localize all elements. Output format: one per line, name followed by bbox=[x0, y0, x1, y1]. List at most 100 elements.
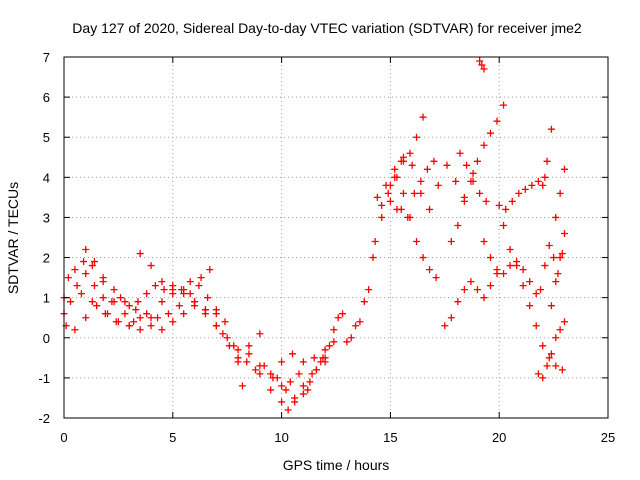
data-point bbox=[552, 278, 560, 286]
data-point bbox=[393, 173, 401, 181]
data-point bbox=[386, 197, 394, 205]
data-point bbox=[417, 189, 425, 197]
data-point bbox=[169, 286, 177, 294]
data-point bbox=[534, 370, 542, 378]
data-point bbox=[434, 181, 442, 189]
data-point bbox=[552, 334, 560, 342]
data-point bbox=[508, 197, 516, 205]
data-point bbox=[521, 185, 529, 193]
data-point bbox=[93, 302, 101, 310]
series-sat-x bbox=[537, 242, 566, 294]
data-point bbox=[278, 398, 286, 406]
data-point bbox=[482, 197, 490, 205]
data-point bbox=[71, 266, 79, 274]
data-point bbox=[245, 342, 253, 350]
tick-labels: 0 5 10 15 20 25 -2 -1 0 1 2 3 4 5 6 7 bbox=[38, 50, 615, 445]
data-point bbox=[312, 366, 320, 374]
data-point bbox=[186, 290, 194, 298]
series-sat-d bbox=[77, 282, 209, 334]
series-sat-r bbox=[456, 149, 490, 205]
data-point bbox=[534, 177, 542, 185]
data-point bbox=[219, 330, 227, 338]
data-point bbox=[543, 362, 551, 370]
data-point bbox=[456, 149, 464, 157]
data-point bbox=[67, 298, 75, 306]
data-point bbox=[360, 298, 368, 306]
data-point bbox=[82, 270, 90, 278]
data-point bbox=[117, 294, 125, 302]
data-point bbox=[212, 322, 220, 330]
data-point bbox=[371, 238, 379, 246]
data-point bbox=[526, 302, 534, 310]
y-tick-label: 4 bbox=[43, 170, 50, 185]
data-point bbox=[500, 270, 508, 278]
data-point bbox=[284, 406, 292, 414]
data-point bbox=[245, 350, 253, 358]
data-point bbox=[432, 274, 440, 282]
data-point bbox=[519, 266, 527, 274]
data-point bbox=[288, 350, 296, 358]
data-point bbox=[64, 274, 72, 282]
data-point bbox=[463, 161, 471, 169]
data-point bbox=[486, 282, 494, 290]
data-point bbox=[278, 358, 286, 366]
data-point bbox=[532, 322, 540, 330]
data-point bbox=[180, 290, 188, 298]
series-sat-f bbox=[136, 250, 220, 318]
data-point bbox=[71, 326, 79, 334]
data-point bbox=[110, 298, 118, 306]
data-point bbox=[426, 266, 434, 274]
data-point bbox=[419, 113, 427, 121]
data-point bbox=[556, 326, 564, 334]
data-point bbox=[560, 229, 568, 237]
data-point bbox=[539, 342, 547, 350]
data-point bbox=[339, 310, 347, 318]
data-point bbox=[373, 193, 381, 201]
data-point bbox=[273, 374, 281, 382]
data-point bbox=[454, 298, 462, 306]
data-point bbox=[399, 153, 407, 161]
data-point bbox=[476, 57, 484, 65]
data-point bbox=[543, 157, 551, 165]
series-sat-i bbox=[256, 358, 325, 414]
data-point bbox=[80, 258, 88, 266]
data-point bbox=[408, 161, 416, 169]
series-line bbox=[451, 105, 503, 241]
series-sat-h bbox=[234, 350, 329, 378]
data-point bbox=[423, 165, 431, 173]
data-point bbox=[406, 149, 414, 157]
data-point bbox=[556, 189, 564, 197]
data-point bbox=[430, 157, 438, 165]
data-point bbox=[410, 189, 418, 197]
data-point bbox=[90, 258, 98, 266]
data-point bbox=[134, 298, 142, 306]
y-tick-label: 7 bbox=[43, 50, 50, 65]
data-point bbox=[325, 342, 333, 350]
data-point bbox=[343, 338, 351, 346]
data-point bbox=[547, 125, 555, 133]
data-point bbox=[506, 262, 514, 270]
data-point bbox=[319, 354, 327, 362]
ticks bbox=[63, 56, 609, 419]
series-sat-u bbox=[495, 173, 549, 213]
data-point bbox=[554, 270, 562, 278]
data-point bbox=[291, 394, 299, 402]
data-point bbox=[238, 382, 246, 390]
y-tick-label: -1 bbox=[38, 371, 50, 386]
data-point bbox=[82, 246, 90, 254]
data-point bbox=[545, 242, 553, 250]
data-point bbox=[330, 326, 338, 334]
data-point bbox=[201, 306, 209, 314]
x-tick-label: 25 bbox=[601, 430, 615, 445]
data-point bbox=[500, 101, 508, 109]
data-point bbox=[452, 177, 460, 185]
series-sat-g bbox=[212, 322, 338, 394]
data-point bbox=[160, 286, 168, 294]
data-point bbox=[397, 205, 405, 213]
data-point bbox=[539, 374, 547, 382]
series-sat-a bbox=[60, 270, 246, 390]
data-point bbox=[221, 318, 229, 326]
data-point bbox=[560, 318, 568, 326]
data-point bbox=[77, 290, 85, 298]
